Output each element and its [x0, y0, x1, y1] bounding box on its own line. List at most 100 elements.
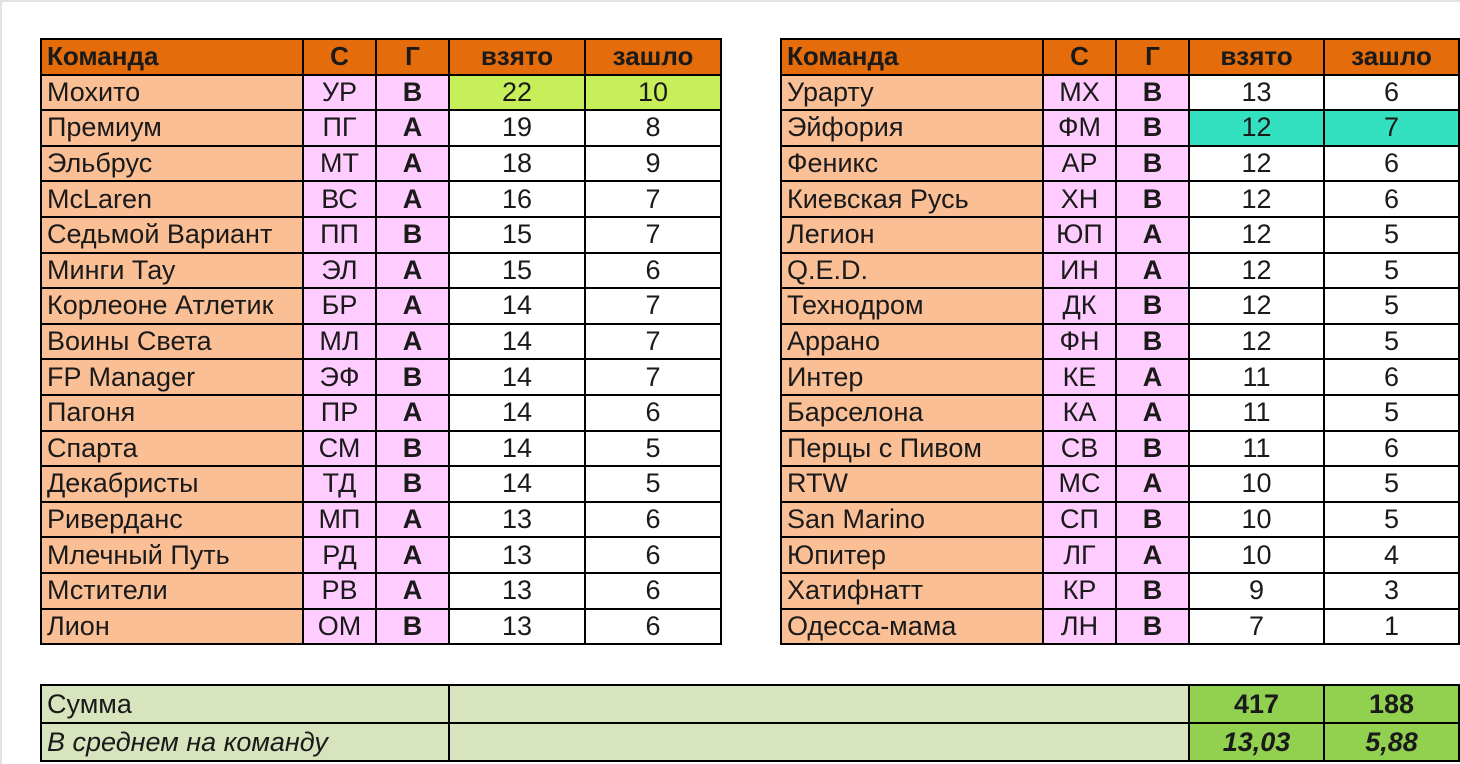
taken-cell[interactable]: 12 [1188, 287, 1325, 325]
code-cell[interactable]: ЛН [1042, 607, 1117, 646]
group-cell[interactable]: В [1115, 180, 1190, 218]
group-cell[interactable]: А [375, 500, 450, 539]
group-cell[interactable]: А [375, 571, 450, 610]
code-cell[interactable]: СВ [1042, 429, 1117, 468]
team-name-cell[interactable]: Мстители [40, 571, 304, 610]
group-cell[interactable]: В [1115, 429, 1190, 468]
passed-cell[interactable]: 6 [1323, 180, 1460, 218]
team-name-cell[interactable]: Феникс [780, 144, 1044, 183]
group-cell[interactable]: В [375, 465, 450, 503]
table-row[interactable]: Корлеоне Атлетик БР А 14 7 [40, 287, 722, 325]
team-name-cell[interactable]: Урарту [780, 73, 1044, 112]
taken-cell[interactable]: 7 [1188, 607, 1325, 646]
passed-cell[interactable]: 7 [1323, 109, 1460, 147]
code-cell[interactable]: ИН [1042, 251, 1117, 290]
passed-cell[interactable]: 6 [584, 571, 722, 610]
team-name-cell[interactable]: Хатифнатт [780, 571, 1044, 610]
table-row[interactable]: Урарту МХ В 13 6 [780, 73, 1460, 112]
table-row[interactable]: Феникс АР В 12 6 [780, 144, 1460, 183]
taken-cell[interactable]: 14 [448, 429, 586, 468]
taken-cell[interactable]: 11 [1188, 393, 1325, 432]
team-name-cell[interactable]: Лион [40, 607, 304, 646]
group-cell[interactable]: В [1115, 500, 1190, 539]
team-name-cell[interactable]: Юпитер [780, 536, 1044, 574]
group-cell[interactable]: А [1115, 536, 1190, 574]
table-row[interactable]: Киевская Русь ХН В 12 6 [780, 180, 1460, 218]
group-cell[interactable]: А [375, 144, 450, 183]
taken-cell[interactable]: 14 [448, 287, 586, 325]
taken-cell[interactable]: 12 [1188, 144, 1325, 183]
team-name-cell[interactable]: Q.E.D. [780, 251, 1044, 290]
taken-cell[interactable]: 10 [1188, 465, 1325, 503]
taken-cell[interactable]: 22 [448, 73, 586, 112]
passed-cell[interactable]: 7 [584, 287, 722, 325]
table-row[interactable]: Хатифнатт КР В 9 3 [780, 571, 1460, 610]
team-name-cell[interactable]: Седьмой Вариант [40, 215, 304, 254]
code-cell[interactable]: ПП [302, 215, 377, 254]
team-name-cell[interactable]: Барселона [780, 393, 1044, 432]
group-cell[interactable]: В [375, 358, 450, 396]
code-cell[interactable]: МХ [1042, 73, 1117, 112]
table-row[interactable]: Воины Света МЛ А 14 7 [40, 322, 722, 361]
taken-cell[interactable]: 13 [448, 571, 586, 610]
team-name-cell[interactable]: Корлеоне Атлетик [40, 287, 304, 325]
taken-cell[interactable]: 14 [448, 393, 586, 432]
table-row[interactable]: Технодром ДК В 12 5 [780, 287, 1460, 325]
table-row[interactable]: Мстители РВ А 13 6 [40, 571, 722, 610]
team-name-cell[interactable]: Технодром [780, 287, 1044, 325]
table-row[interactable]: Лион ОМ В 13 6 [40, 607, 722, 646]
team-name-cell[interactable]: Декабристы [40, 465, 304, 503]
team-name-cell[interactable]: Легион [780, 215, 1044, 254]
team-name-cell[interactable]: Премиум [40, 109, 304, 147]
taken-cell[interactable]: 12 [1188, 109, 1325, 147]
table-row[interactable]: Минги Тау ЭЛ А 15 6 [40, 251, 722, 290]
passed-cell[interactable]: 1 [1323, 607, 1460, 646]
table-row[interactable]: Мохито УР В 22 10 [40, 73, 722, 112]
table-row[interactable]: RTW МС А 10 5 [780, 465, 1460, 503]
taken-cell[interactable]: 13 [1188, 73, 1325, 112]
passed-cell[interactable]: 7 [584, 215, 722, 254]
table-row[interactable]: Аррано ФН В 12 5 [780, 322, 1460, 361]
taken-cell[interactable]: 9 [1188, 571, 1325, 610]
code-cell[interactable]: БР [302, 287, 377, 325]
code-cell[interactable]: ПГ [302, 109, 377, 147]
taken-cell[interactable]: 14 [448, 358, 586, 396]
passed-cell[interactable]: 5 [1323, 465, 1460, 503]
passed-cell[interactable]: 8 [584, 109, 722, 147]
code-cell[interactable]: КР [1042, 571, 1117, 610]
group-cell[interactable]: В [1115, 73, 1190, 112]
passed-cell[interactable]: 6 [1323, 429, 1460, 468]
passed-cell[interactable]: 6 [584, 393, 722, 432]
table-row[interactable]: Интер КЕ А 11 6 [780, 358, 1460, 396]
passed-cell[interactable]: 7 [584, 358, 722, 396]
team-name-cell[interactable]: Киевская Русь [780, 180, 1044, 218]
table-row[interactable]: Спарта СМ В 14 5 [40, 429, 722, 468]
code-cell[interactable]: МТ [302, 144, 377, 183]
team-name-cell[interactable]: Пагоня [40, 393, 304, 432]
group-cell[interactable]: А [1115, 251, 1190, 290]
taken-cell[interactable]: 11 [1188, 358, 1325, 396]
group-cell[interactable]: В [1115, 109, 1190, 147]
team-name-cell[interactable]: Воины Света [40, 322, 304, 361]
table-row[interactable]: Эйфория ФМ В 12 7 [780, 109, 1460, 147]
group-cell[interactable]: А [375, 109, 450, 147]
team-name-cell[interactable]: Интер [780, 358, 1044, 396]
group-cell[interactable]: А [375, 536, 450, 574]
table-row[interactable]: Перцы с Пивом СВ В 11 6 [780, 429, 1460, 468]
code-cell[interactable]: СМ [302, 429, 377, 468]
passed-cell[interactable]: 5 [584, 429, 722, 468]
group-cell[interactable]: А [375, 322, 450, 361]
taken-cell[interactable]: 13 [448, 500, 586, 539]
group-cell[interactable]: А [1115, 465, 1190, 503]
table-row[interactable]: Одесса-мама ЛН В 7 1 [780, 607, 1460, 646]
taken-cell[interactable]: 14 [448, 465, 586, 503]
passed-cell[interactable]: 5 [1323, 287, 1460, 325]
code-cell[interactable]: ДК [1042, 287, 1117, 325]
group-cell[interactable]: А [375, 180, 450, 218]
taken-cell[interactable]: 15 [448, 251, 586, 290]
code-cell[interactable]: ОМ [302, 607, 377, 646]
passed-cell[interactable]: 7 [584, 180, 722, 218]
team-name-cell[interactable]: Мохито [40, 73, 304, 112]
code-cell[interactable]: КЕ [1042, 358, 1117, 396]
table-row[interactable]: Эльбрус МТ А 18 9 [40, 144, 722, 183]
